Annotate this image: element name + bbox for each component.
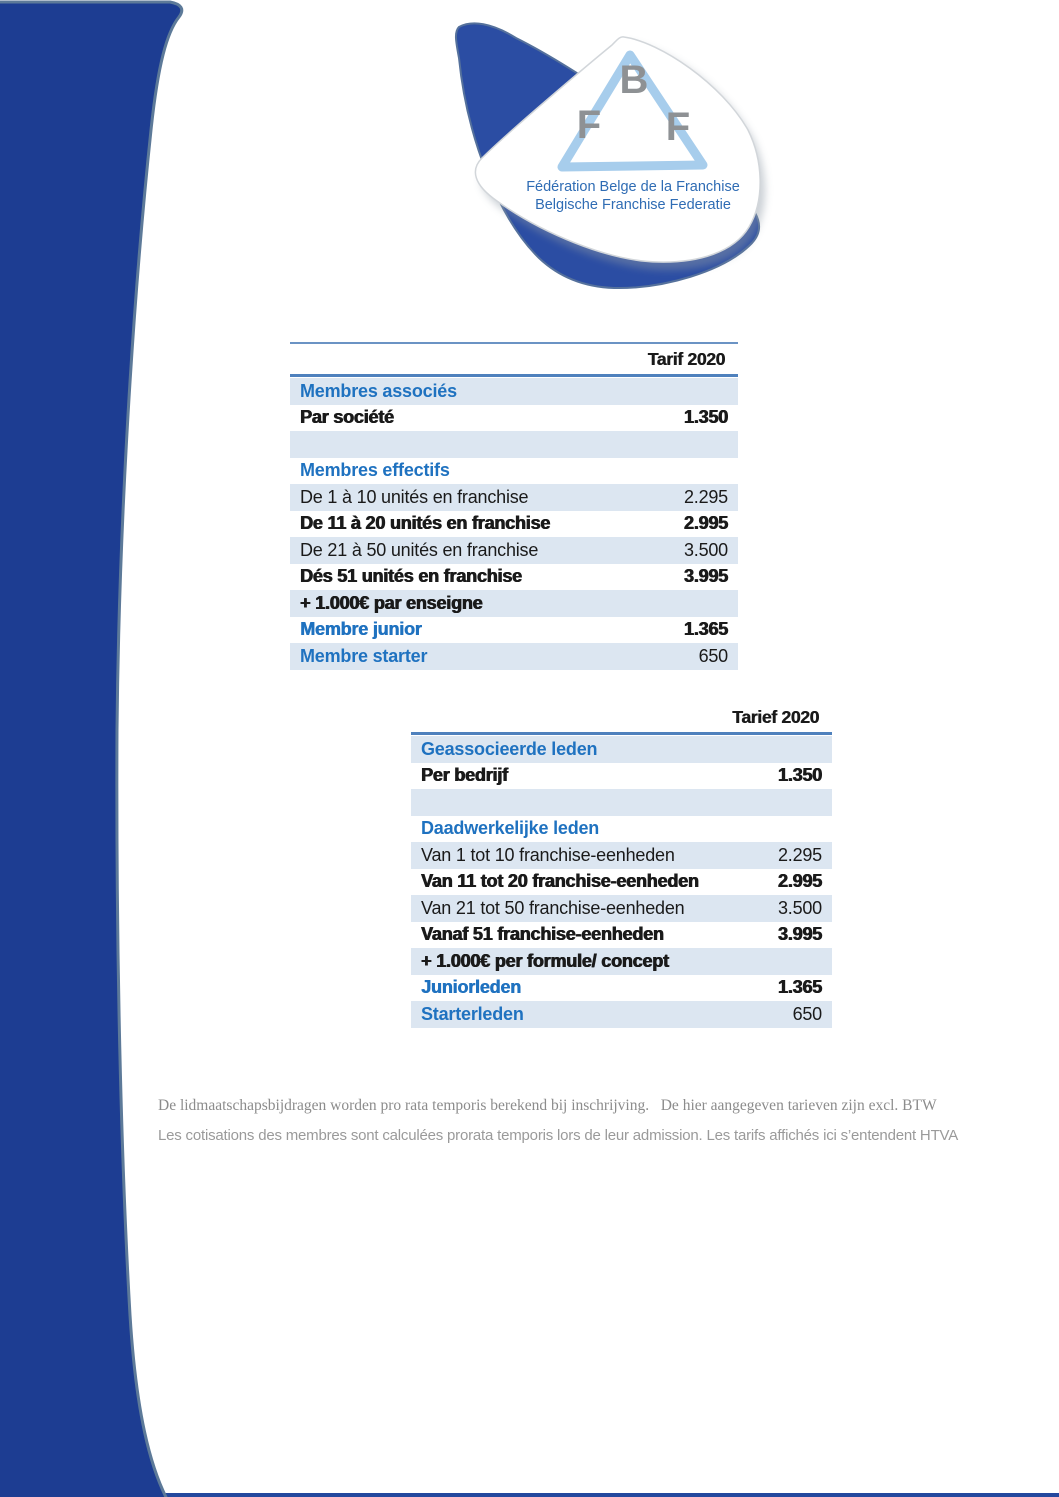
row-value: 2.995 xyxy=(777,871,822,892)
row-value: 3.995 xyxy=(683,566,728,587)
logo-letter-b: B xyxy=(620,58,649,102)
row-label: Juniorleden xyxy=(421,977,521,998)
logo-title-fr: Fédération Belge de la Franchise xyxy=(526,179,740,195)
footer-line-fr: Les cotisations des membres sont calculé… xyxy=(158,1127,959,1144)
row-label: Membres associés xyxy=(300,380,457,401)
row-value: 1.350 xyxy=(777,765,822,786)
row-label: Membre starter xyxy=(300,645,428,666)
table-row: + 1.000€ par enseigne xyxy=(290,590,738,617)
row-label: De 21 à 50 unités en franchise xyxy=(300,539,539,560)
table-fr-underline xyxy=(290,374,738,377)
table-nl-rows: Geassocieerde leden Per bedrijf 1.350 Daadw… xyxy=(411,736,832,1028)
row-label: Van 21 tot 50 franchise-eenheden xyxy=(421,897,685,918)
table-row: Membre starter 650 xyxy=(290,643,738,670)
table-nl: Tarief 2020 Geassocieerde leden Per bedri… xyxy=(411,702,832,1028)
row-value: 2.295 xyxy=(683,486,728,507)
table-row: Juniorleden 1.365 xyxy=(411,974,832,1001)
row-label: De 11 à 20 unités en franchise xyxy=(300,513,551,534)
table-row: Daadwerkelijke leden xyxy=(411,815,832,842)
row-label: Membres effectifs xyxy=(300,460,450,481)
table-fr-header: Tarif 2020 xyxy=(647,349,726,369)
row-value: 1.365 xyxy=(683,619,728,640)
table-row: Par société 1.350 xyxy=(290,404,738,431)
row-label: Van 1 tot 10 franchise-eenheden xyxy=(421,844,675,865)
row-label: Membre junior xyxy=(300,619,422,640)
row-label: Starterleden xyxy=(421,1003,524,1024)
logo-white-shape xyxy=(474,36,761,263)
row-label: Par société xyxy=(300,407,394,428)
row-value: 650 xyxy=(792,1003,823,1024)
row-label: Dés 51 unités en franchise xyxy=(300,566,522,587)
table-fr: Tarif 2020 Membres associés Par société 1.… xyxy=(290,342,738,670)
row-value: 1.350 xyxy=(683,407,728,428)
footer-line-nl: De lidmaatschapsbijdragen worden pro rat… xyxy=(158,1097,937,1114)
row-label: Geassocieerde leden xyxy=(421,738,598,759)
table-row: + 1.000€ per formule/ concept xyxy=(411,948,832,975)
table-fr-topline xyxy=(290,342,738,344)
table-row xyxy=(290,431,738,458)
table-row: Membres effectifs xyxy=(290,457,738,484)
logo-letter-f-right: F xyxy=(666,105,690,149)
table-nl-header: Tarief 2020 xyxy=(732,707,819,727)
row-label: Daadwerkelijke leden xyxy=(421,818,600,839)
row-label: De 1 à 10 unités en franchise xyxy=(300,486,529,507)
table-row: Van 21 tot 50 franchise-eenheden 3.500 xyxy=(411,895,832,922)
table-row: Vanaf 51 franchise-eenheden 3.995 xyxy=(411,921,832,948)
table-fr-rows: Membres associés Par société 1.350 Membres … xyxy=(290,378,738,670)
bottom-blue-line xyxy=(0,1493,1059,1497)
row-value: 650 xyxy=(698,645,729,666)
table-row: Dés 51 unités en franchise 3.995 xyxy=(290,563,738,590)
row-value: 2.995 xyxy=(683,513,728,534)
footer-notes: De lidmaatschapsbijdragen worden pro rat… xyxy=(158,1097,988,1144)
table-row: Van 11 tot 20 franchise-eenheden 2.995 xyxy=(411,868,832,895)
table-row: De 11 à 20 unités en franchise 2.995 xyxy=(290,510,738,537)
row-value: 1.365 xyxy=(777,977,822,998)
table-nl-underline xyxy=(411,732,832,735)
row-value: 3.500 xyxy=(683,539,728,560)
row-value: 2.295 xyxy=(777,844,822,865)
table-row xyxy=(411,789,832,816)
table-row: Membre junior 1.365 xyxy=(290,616,738,643)
row-label: + 1.000€ par enseigne xyxy=(300,592,483,613)
row-value: 3.500 xyxy=(777,897,822,918)
table-row: Van 1 tot 10 franchise-eenheden 2.295 xyxy=(411,842,832,869)
row-value: 3.995 xyxy=(777,924,822,945)
row-label: Van 11 tot 20 franchise-eenheden xyxy=(421,871,699,892)
table-row: Membres associés xyxy=(290,378,738,405)
table-row: De 1 à 10 unités en franchise 2.295 xyxy=(290,484,738,511)
table-row: De 21 à 50 unités en franchise 3.500 xyxy=(290,537,738,564)
table-row: Per bedrijf 1.350 xyxy=(411,762,832,789)
logo-triangle xyxy=(557,50,708,172)
table-row: Geassocieerde leden xyxy=(411,736,832,763)
logo-letter-f-left: F xyxy=(577,103,601,147)
row-label: Vanaf 51 franchise-eenheden xyxy=(421,924,664,945)
row-label: + 1.000€ per formule/ concept xyxy=(421,950,669,971)
table-row: Starterleden 650 xyxy=(411,1001,832,1028)
logo-title-nl: Belgische Franchise Federatie xyxy=(535,197,731,213)
bff-logo: B F F Fédération Belge de la Franchise B… xyxy=(455,22,766,290)
band-shape xyxy=(0,0,184,1497)
row-label: Per bedrijf xyxy=(421,765,508,786)
